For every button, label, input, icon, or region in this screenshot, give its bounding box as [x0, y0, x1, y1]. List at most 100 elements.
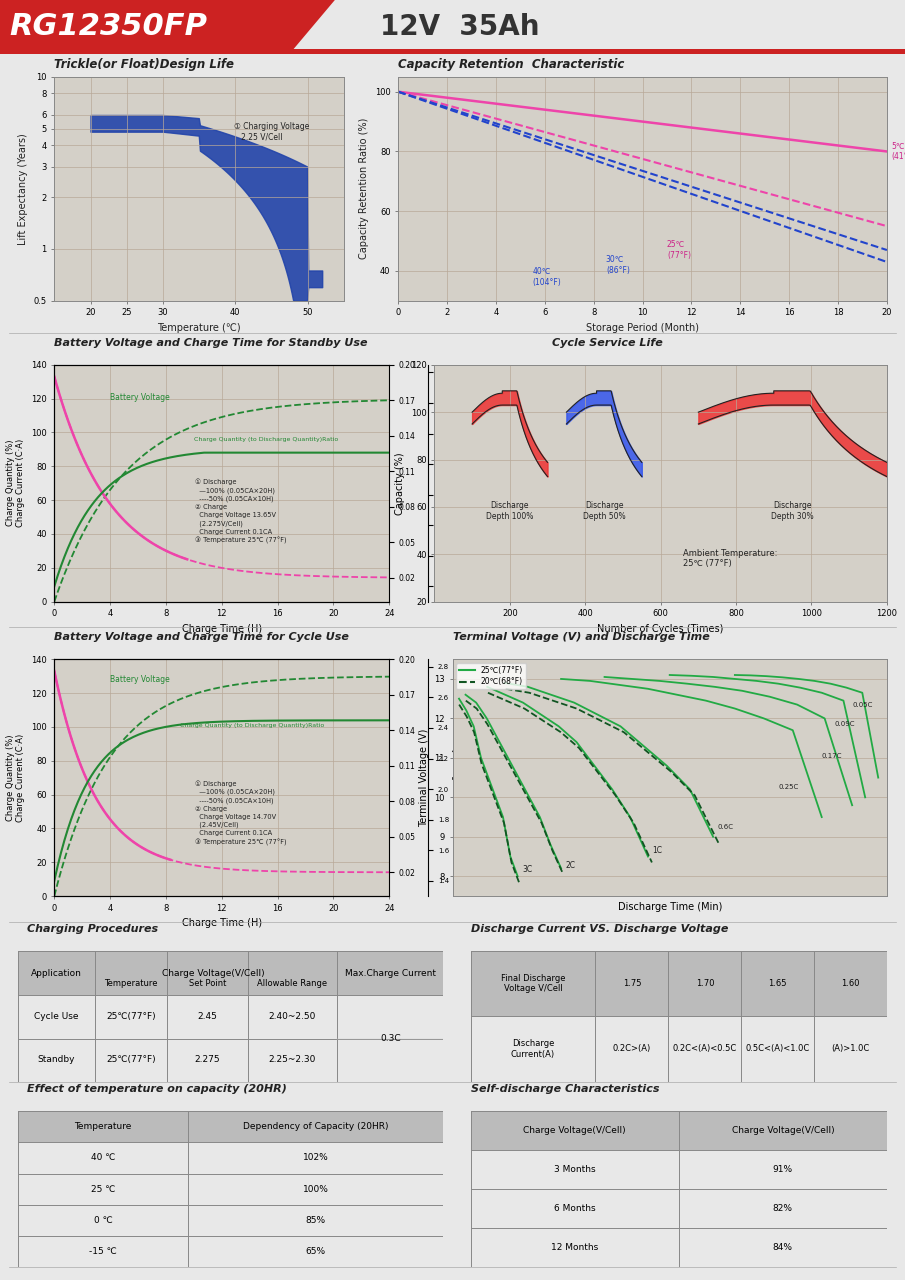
Text: Charge Voltage(V/Cell): Charge Voltage(V/Cell)	[163, 969, 265, 978]
Text: 40℃
(104°F): 40℃ (104°F)	[532, 268, 561, 287]
Text: -15 ℃: -15 ℃	[90, 1247, 117, 1256]
Y-axis label: Charge Quantity (%)
Charge Current (C·A): Charge Quantity (%) Charge Current (C·A)	[6, 439, 25, 527]
Text: (A)>1.0C: (A)>1.0C	[832, 1044, 870, 1053]
Text: Capacity Retention  Characteristic: Capacity Retention Characteristic	[398, 58, 624, 70]
Text: ① Discharge
  —100% (0.05CA×20H)
  ----50% (0.05CA×10H)
② Charge
  Charge Voltag: ① Discharge —100% (0.05CA×20H) ----50% (…	[195, 479, 287, 544]
Text: 5℃
(41°F): 5℃ (41°F)	[891, 142, 905, 161]
Text: 0 ℃: 0 ℃	[94, 1216, 112, 1225]
Text: 2.45: 2.45	[197, 1011, 217, 1021]
Text: ① Discharge
  —100% (0.05CA×20H)
  ----50% (0.05CA×10H)
② Charge
  Charge Voltag: ① Discharge —100% (0.05CA×20H) ----50% (…	[195, 781, 287, 846]
Y-axis label: Terminal Voltage (V): Terminal Voltage (V)	[419, 728, 429, 827]
Text: Effect of temperature on capacity (20HR): Effect of temperature on capacity (20HR)	[27, 1084, 287, 1094]
Text: 2.25~2.30: 2.25~2.30	[269, 1055, 316, 1064]
Text: Cycle Service Life: Cycle Service Life	[552, 338, 662, 348]
Text: Temperature: Temperature	[104, 979, 157, 988]
Bar	[18, 1111, 443, 1142]
X-axis label: Discharge Time (Min): Discharge Time (Min)	[617, 901, 722, 911]
Y-axis label: Capacity Retention Ratio (%): Capacity Retention Ratio (%)	[359, 118, 369, 260]
Legend: 25℃(77°F), 20℃(68°F): 25℃(77°F), 20℃(68°F)	[456, 663, 526, 690]
Text: 100%: 100%	[303, 1184, 329, 1194]
Text: 1.65: 1.65	[768, 979, 787, 988]
Text: 1.75: 1.75	[623, 979, 642, 988]
X-axis label: Storage Period (Month): Storage Period (Month)	[586, 323, 699, 333]
Text: 82%: 82%	[773, 1204, 793, 1213]
Text: 0.17C: 0.17C	[822, 753, 843, 759]
Text: Dependency of Capacity (20HR): Dependency of Capacity (20HR)	[243, 1123, 388, 1132]
Text: Charge Voltage(V/Cell): Charge Voltage(V/Cell)	[523, 1126, 626, 1135]
Text: 2.40~2.50: 2.40~2.50	[269, 1011, 316, 1021]
Y-axis label: Battery Voltage (V)/Per Cell: Battery Voltage (V)/Per Cell	[451, 724, 460, 831]
X-axis label: Charge Time (H): Charge Time (H)	[182, 918, 262, 928]
Text: 25℃(77°F): 25℃(77°F)	[106, 1011, 156, 1021]
Text: Temperature: Temperature	[74, 1123, 132, 1132]
Text: Charging Procedures: Charging Procedures	[27, 924, 158, 934]
Text: Charge Quantity (to Discharge Quantity)Ratio: Charge Quantity (to Discharge Quantity)R…	[180, 723, 324, 728]
Text: 0.09C: 0.09C	[834, 722, 855, 727]
Text: Set Point: Set Point	[189, 979, 226, 988]
Text: Charge Voltage(V/Cell): Charge Voltage(V/Cell)	[731, 1126, 834, 1135]
Text: Battery Voltage: Battery Voltage	[110, 393, 170, 402]
Text: 6 Months: 6 Months	[554, 1204, 595, 1213]
Bar	[0, 50, 905, 54]
X-axis label: Charge Time (H): Charge Time (H)	[182, 623, 262, 634]
Polygon shape	[0, 0, 335, 54]
Text: Max.Charge Current: Max.Charge Current	[345, 969, 436, 978]
Text: 0.05C: 0.05C	[853, 701, 872, 708]
Bar	[471, 1111, 887, 1149]
Text: 1.70: 1.70	[696, 979, 714, 988]
Text: 2.275: 2.275	[195, 1055, 220, 1064]
Text: 3 Months: 3 Months	[554, 1165, 595, 1174]
Text: 84%: 84%	[773, 1243, 793, 1252]
Text: RG12350FP: RG12350FP	[9, 13, 207, 41]
Text: 0.2C<(A)<0.5C: 0.2C<(A)<0.5C	[672, 1044, 737, 1053]
Text: Terminal Voltage (V) and Discharge Time: Terminal Voltage (V) and Discharge Time	[452, 632, 710, 643]
Text: 0.2C>(A): 0.2C>(A)	[613, 1044, 652, 1053]
Polygon shape	[272, 0, 905, 54]
Text: Battery Voltage: Battery Voltage	[110, 675, 170, 684]
Text: Battery Voltage and Charge Time for Cycle Use: Battery Voltage and Charge Time for Cycl…	[54, 632, 349, 643]
Text: Trickle(or Float)Design Life: Trickle(or Float)Design Life	[54, 58, 234, 70]
Text: 0.3C: 0.3C	[380, 1034, 401, 1043]
Text: 25 ℃: 25 ℃	[91, 1184, 115, 1194]
Text: 0.5C<(A)<1.0C: 0.5C<(A)<1.0C	[746, 1044, 810, 1053]
Text: Discharge Current VS. Discharge Voltage: Discharge Current VS. Discharge Voltage	[471, 924, 728, 934]
X-axis label: Temperature (℃): Temperature (℃)	[157, 323, 241, 333]
Text: Battery Voltage and Charge Time for Standby Use: Battery Voltage and Charge Time for Stan…	[54, 338, 367, 348]
Text: 2C: 2C	[566, 861, 576, 870]
Text: 25℃(77°F): 25℃(77°F)	[106, 1055, 156, 1064]
Text: 25℃
(77°F): 25℃ (77°F)	[667, 241, 691, 260]
Text: Final Discharge
Voltage V/Cell: Final Discharge Voltage V/Cell	[500, 974, 566, 993]
Text: 1C: 1C	[653, 846, 662, 855]
Text: Allowable Range: Allowable Range	[257, 979, 328, 988]
Text: 65%: 65%	[306, 1247, 326, 1256]
Text: 40 ℃: 40 ℃	[91, 1153, 115, 1162]
Text: Standby: Standby	[38, 1055, 75, 1064]
Text: Application: Application	[31, 969, 81, 978]
Y-axis label: Capacity (%): Capacity (%)	[395, 452, 405, 515]
Text: 102%: 102%	[303, 1153, 329, 1162]
X-axis label: Number of Cycles (Times): Number of Cycles (Times)	[597, 623, 724, 634]
Text: Cycle Use: Cycle Use	[34, 1011, 79, 1021]
Text: Discharge
Depth 30%: Discharge Depth 30%	[771, 502, 814, 521]
Text: Discharge
Depth 100%: Discharge Depth 100%	[486, 502, 534, 521]
Y-axis label: Charge Quantity (%)
Charge Current (C·A): Charge Quantity (%) Charge Current (C·A)	[6, 733, 25, 822]
Text: 1.60: 1.60	[842, 979, 860, 988]
Text: 12V  35Ah: 12V 35Ah	[380, 13, 539, 41]
Text: 12 Months: 12 Months	[551, 1243, 598, 1252]
Text: 91%: 91%	[773, 1165, 793, 1174]
Bar	[471, 951, 887, 1016]
Text: 85%: 85%	[306, 1216, 326, 1225]
Text: Discharge
Depth 50%: Discharge Depth 50%	[583, 502, 625, 521]
Text: Discharge
Current(A): Discharge Current(A)	[511, 1039, 555, 1059]
Text: 30℃
(86°F): 30℃ (86°F)	[606, 255, 630, 275]
Text: Ambient Temperature:
25℃ (77°F): Ambient Temperature: 25℃ (77°F)	[683, 549, 777, 568]
Text: Self-discharge Characteristics: Self-discharge Characteristics	[471, 1084, 659, 1094]
Text: 0.6C: 0.6C	[718, 824, 733, 829]
Text: 3C: 3C	[522, 865, 532, 874]
Text: 0.25C: 0.25C	[778, 785, 798, 791]
Text: ① Charging Voltage
   2.25 V/Cell: ① Charging Voltage 2.25 V/Cell	[233, 122, 310, 142]
Bar	[18, 951, 443, 996]
Y-axis label: Battery Voltage (V)/Per Cell: Battery Voltage (V)/Per Cell	[451, 430, 460, 536]
Y-axis label: Lift Expectancy (Years): Lift Expectancy (Years)	[18, 133, 28, 244]
Text: Charge Quantity (to Discharge Quantity)Ratio: Charge Quantity (to Discharge Quantity)R…	[194, 436, 338, 442]
